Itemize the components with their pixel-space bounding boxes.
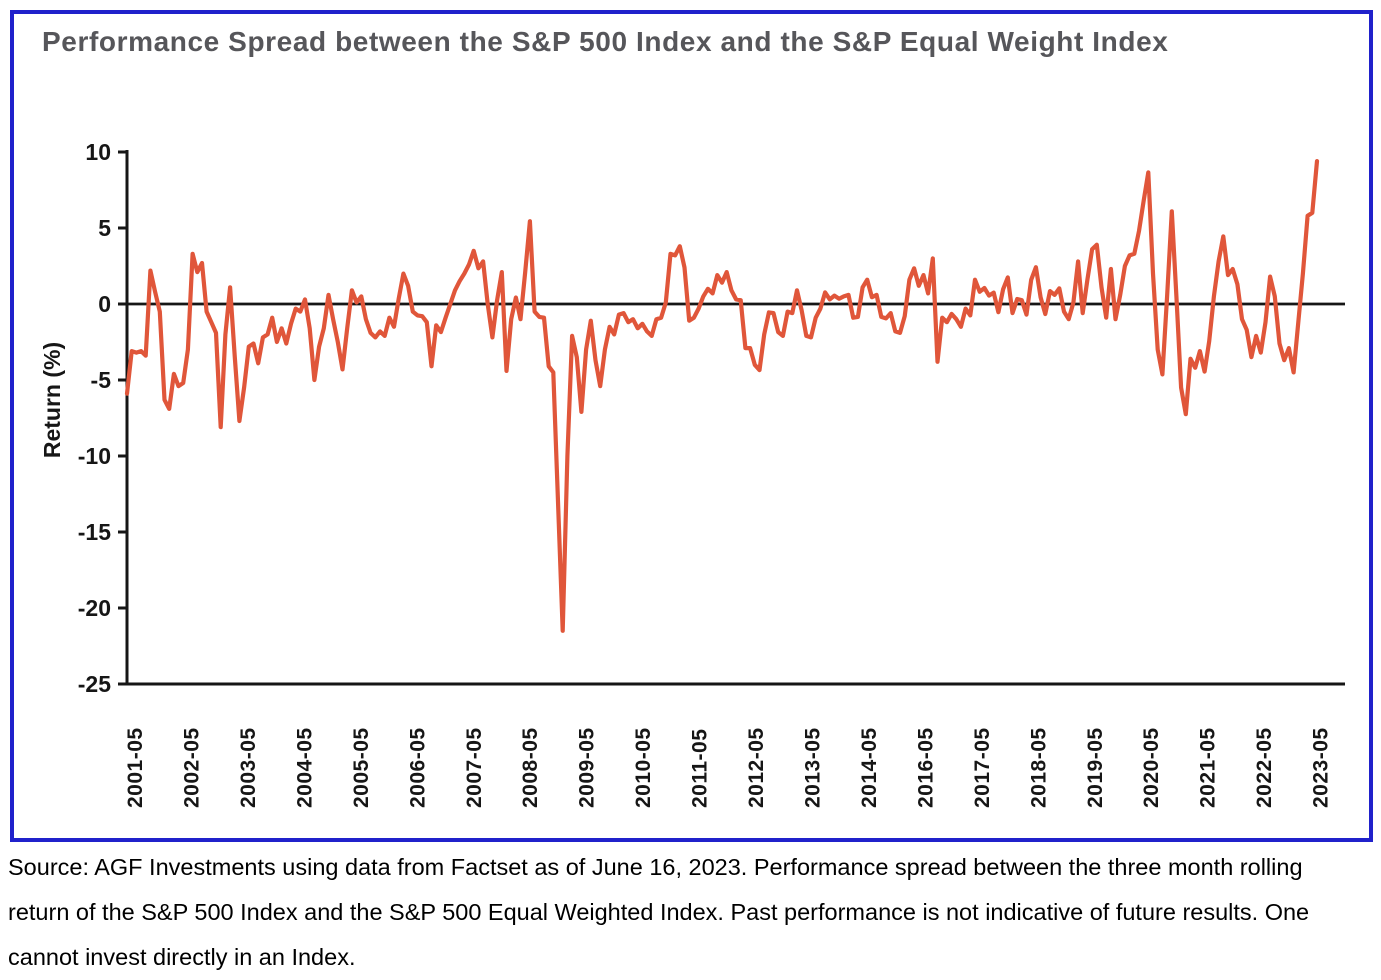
axes (118, 150, 1345, 686)
x-tick-label: 2008-05 (519, 727, 542, 808)
x-tick-label: 2014-05 (858, 727, 881, 808)
x-tick-label: 2007-05 (463, 727, 486, 808)
y-tick-label: 0 (98, 291, 111, 317)
x-tick-label: 2012-05 (745, 727, 768, 808)
x-tick-label: 2002-05 (180, 727, 203, 808)
x-tick-label: 2010-05 (632, 727, 655, 808)
x-tick-label: 2011-05 (689, 729, 712, 808)
x-tick-label: 2019-05 (1084, 727, 1107, 808)
x-tick-label: 2016-05 (914, 727, 937, 808)
x-tick-label: 2020-05 (1140, 727, 1163, 808)
source-note: Source: AGF Investments using data from … (8, 854, 1310, 970)
spread-line (124, 159, 1320, 633)
x-tick-label: 2013-05 (801, 727, 824, 808)
x-tick-label: 2005-05 (350, 727, 373, 808)
series-layer (124, 159, 1320, 633)
y-tick-label: 10 (85, 139, 111, 165)
performance-spread-chart: 10 5 0 -5 -10 -15 -20 -25 2001-05 2002-05 2003-05 2… (39, 139, 1345, 808)
y-axis-title: Return (%) (39, 342, 65, 458)
x-tick-label: 2022-05 (1253, 727, 1276, 808)
x-tick-label: 2006-05 (406, 727, 429, 808)
x-tick-label: 2017-05 (971, 727, 994, 808)
x-tick-label: 2021-05 (1197, 727, 1220, 808)
x-tick-label: 2003-05 (237, 727, 260, 808)
x-tick-label: 2001-05 (124, 727, 147, 808)
x-tick-label: 2023-05 (1310, 727, 1333, 808)
x-tick-label: 2018-05 (1027, 727, 1050, 808)
y-tick-label: 5 (98, 215, 111, 241)
y-tick-label: -20 (78, 595, 111, 621)
x-tick-label: 2004-05 (293, 727, 316, 808)
tick-labels: 10 5 0 -5 -10 -15 -20 -25 2001-05 2002-05 2003-05 2… (78, 139, 1333, 808)
chart-frame (10, 10, 1373, 842)
y-tick-label: -10 (78, 443, 111, 469)
x-tick-label: 2009-05 (576, 727, 599, 808)
y-tick-label: -25 (78, 671, 111, 697)
page-title: Performance Spread between the S&P 500 I… (42, 26, 1169, 57)
y-tick-label: -5 (91, 367, 112, 393)
y-tick-label: -15 (78, 519, 111, 545)
